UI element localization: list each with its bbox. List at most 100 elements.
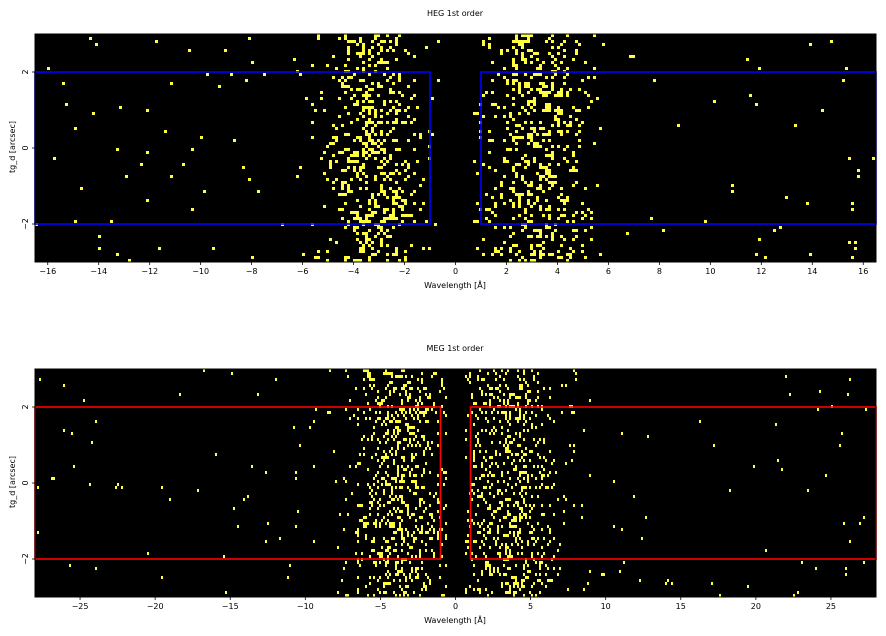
meg-event	[537, 465, 539, 468]
heg-event	[314, 256, 317, 259]
meg-event	[413, 591, 415, 594]
meg-event	[411, 387, 413, 390]
meg-event	[375, 399, 377, 402]
meg-event	[405, 468, 407, 471]
meg-event	[391, 447, 393, 450]
meg-event	[519, 516, 521, 519]
meg-event	[399, 420, 401, 423]
meg-event	[397, 498, 399, 501]
heg-event	[533, 100, 536, 103]
heg-event	[506, 121, 509, 124]
heg-event	[566, 130, 569, 133]
meg-event	[519, 471, 521, 474]
heg-event	[557, 250, 560, 253]
meg-event	[531, 594, 533, 597]
heg-event	[344, 193, 347, 196]
heg-event	[380, 244, 383, 247]
heg-event	[566, 67, 569, 70]
meg-event	[541, 408, 543, 411]
meg-event	[433, 495, 435, 498]
meg-event	[475, 477, 477, 480]
heg-event	[575, 118, 578, 121]
heg-event	[359, 241, 362, 244]
meg-event	[389, 573, 391, 576]
heg-event	[392, 49, 395, 52]
meg-event	[345, 369, 347, 372]
meg-event	[523, 513, 525, 516]
meg-event	[513, 438, 515, 441]
heg-event	[518, 85, 521, 88]
meg-event	[395, 567, 397, 570]
heg-event	[395, 100, 398, 103]
meg-event	[519, 408, 521, 411]
meg-event	[497, 489, 499, 492]
meg-event	[349, 465, 351, 468]
heg-event	[527, 82, 530, 85]
heg-event	[548, 217, 551, 220]
meg-event	[441, 528, 443, 531]
meg-event	[863, 516, 865, 519]
meg-event	[387, 429, 389, 432]
heg-event	[368, 133, 371, 136]
meg-event	[415, 576, 417, 579]
meg-event	[433, 555, 435, 558]
heg-event	[359, 220, 362, 223]
heg-event	[389, 217, 392, 220]
meg-event	[501, 585, 503, 588]
meg-event	[531, 495, 533, 498]
meg-ytick-label: −2	[21, 553, 30, 565]
heg-event	[500, 52, 503, 55]
heg-event	[551, 61, 554, 64]
meg-event	[419, 390, 421, 393]
meg-event	[395, 450, 397, 453]
meg-event	[499, 573, 501, 576]
meg-event	[403, 474, 405, 477]
meg-event	[519, 528, 521, 531]
meg-event	[373, 540, 375, 543]
heg-event	[353, 151, 356, 154]
heg-event	[482, 43, 485, 46]
meg-event	[491, 393, 493, 396]
heg-event	[392, 208, 395, 211]
meg-event	[539, 486, 541, 489]
heg-event	[386, 235, 389, 238]
meg-event	[547, 414, 549, 417]
meg-event	[403, 384, 405, 387]
meg-event	[491, 483, 493, 486]
heg-event	[365, 106, 368, 109]
meg-event	[505, 417, 507, 420]
heg-ytick-label: −2	[21, 218, 30, 230]
meg-event	[401, 510, 403, 513]
meg-event	[499, 375, 501, 378]
meg-event	[535, 399, 537, 402]
heg-event	[557, 52, 560, 55]
heg-event	[356, 214, 359, 217]
meg-event	[513, 519, 515, 522]
heg-event	[431, 97, 434, 100]
heg-event	[377, 226, 380, 229]
heg-event	[386, 253, 389, 256]
heg-event	[350, 88, 353, 91]
meg-event	[95, 567, 97, 570]
meg-event	[381, 483, 383, 486]
heg-event	[563, 40, 566, 43]
meg-event	[397, 420, 399, 423]
meg-event	[345, 498, 347, 501]
meg-event	[407, 531, 409, 534]
heg-event	[347, 187, 350, 190]
meg-event	[507, 456, 509, 459]
heg-event	[524, 259, 527, 262]
heg-event	[509, 112, 512, 115]
meg-event	[401, 528, 403, 531]
meg-event	[487, 525, 489, 528]
heg-event	[758, 67, 761, 70]
meg-event	[383, 582, 385, 585]
meg-event	[397, 528, 399, 531]
heg-event	[353, 226, 356, 229]
heg-event	[359, 88, 362, 91]
heg-event	[545, 133, 548, 136]
meg-event	[409, 573, 411, 576]
meg-event	[433, 519, 435, 522]
meg-event	[377, 471, 379, 474]
heg-event	[533, 103, 536, 106]
